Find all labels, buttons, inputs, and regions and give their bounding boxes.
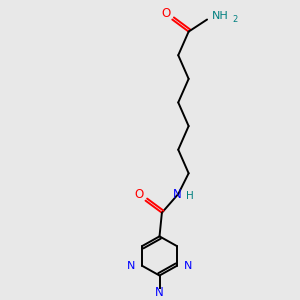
Text: N: N	[127, 261, 136, 271]
Text: O: O	[134, 188, 143, 201]
Text: N: N	[173, 188, 182, 201]
Text: NH: NH	[212, 11, 228, 21]
Text: 2: 2	[232, 15, 238, 24]
Text: N: N	[155, 286, 164, 299]
Text: O: O	[162, 7, 171, 20]
Text: N: N	[184, 261, 192, 271]
Text: H: H	[186, 191, 194, 201]
